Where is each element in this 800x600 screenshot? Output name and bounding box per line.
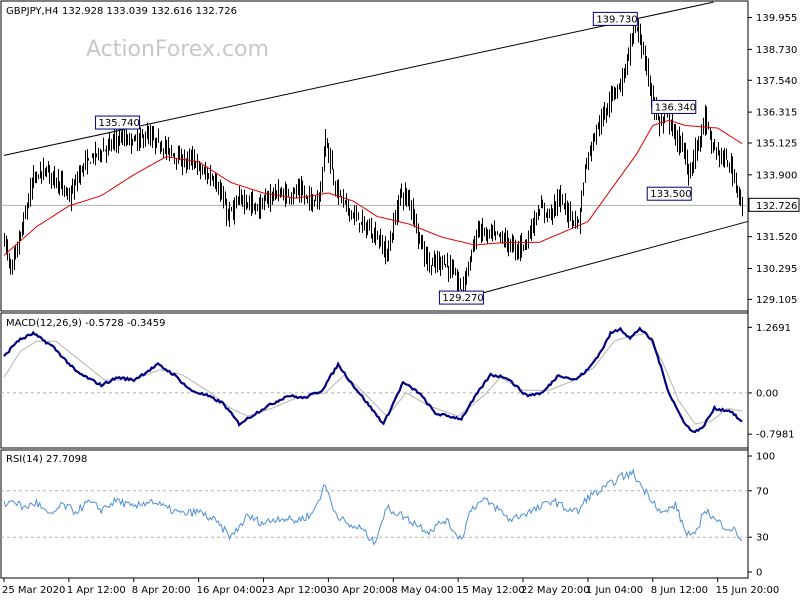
- macd-signal-line: [3, 332, 743, 425]
- time-tick-label: 15 May 12:00: [456, 585, 525, 596]
- time-tick-label: 1 Apr 12:00: [67, 585, 126, 596]
- price-callout-box: [438, 290, 484, 305]
- rsi-tick-label: 30: [756, 533, 769, 544]
- moving-average-line: [3, 119, 743, 256]
- price-tick-label: 136.315: [756, 108, 797, 119]
- macd-title: MACD(12,26,9) -0.5728 -0.3459: [6, 318, 166, 329]
- time-tick-label: 8 May 04:00: [391, 585, 453, 596]
- rsi-tick-label: 70: [756, 486, 769, 497]
- rsi-line: [3, 467, 743, 546]
- current-price-tag: [748, 197, 800, 212]
- watermark: ActionForex.com: [86, 37, 269, 62]
- time-tick-label: 15 Jun 20:00: [716, 585, 780, 596]
- price-tick-label: 131.520: [756, 232, 797, 243]
- price-callout-label: 133.500: [650, 189, 691, 200]
- price-tick-label: 129.105: [756, 295, 797, 306]
- price-callout: 136.340: [651, 99, 697, 114]
- time-tick-label: 22 May 20:00: [521, 585, 590, 596]
- price-callout-box: [651, 99, 697, 114]
- price-layer: 139.730 135.740 136.340 133.500 129.270: [1, 1, 749, 305]
- macd-tick-label: -0.7981: [756, 430, 795, 441]
- price-callout-box: [592, 11, 638, 26]
- rsi-layer: [1, 467, 748, 546]
- price-callout: 135.740: [95, 115, 141, 130]
- time-tick-label: 23 Apr 12:00: [262, 585, 327, 596]
- price-callout: 129.270: [438, 290, 484, 305]
- price-tick-label: 130.295: [756, 264, 797, 275]
- channel-lower-line: [462, 220, 749, 299]
- price-callout: 133.500: [646, 186, 692, 201]
- price-callout-label: 136.340: [655, 102, 696, 113]
- macd-tick-label: 1.2691: [756, 323, 791, 334]
- price-tick-label: 132.726: [756, 201, 797, 212]
- time-tick-label: 8 Apr 20:00: [132, 585, 191, 596]
- ohlc-readout: 132.928 133.039 132.616 132.726: [62, 6, 237, 17]
- price-callout-label: 139.730: [596, 14, 637, 25]
- price-callout-label: 129.270: [442, 293, 483, 304]
- price-callout: 139.730: [592, 11, 638, 26]
- time-tick-label: 30 Apr 20:00: [326, 585, 391, 596]
- price-tick-label: 135.125: [756, 139, 797, 150]
- time-tick-label: 25 Mar 2020: [2, 585, 65, 596]
- price-tick-label: 133.900: [756, 170, 797, 181]
- price-tick-label: 139.955: [756, 13, 797, 24]
- price-callout-box: [95, 115, 141, 130]
- time-tick-label: 1 Jun 04:00: [586, 585, 643, 596]
- time-tick-label: 16 Apr 04:00: [197, 585, 262, 596]
- ohlc-bars: [4, 19, 743, 299]
- symbol-label: GBPJPY,H4: [6, 6, 59, 17]
- macd-layer: [1, 326, 748, 434]
- macd-main-line: [3, 326, 743, 434]
- time-tick-label: 8 Jun 12:00: [651, 585, 708, 596]
- rsi-title: RSI(14) 27.7098: [6, 454, 87, 465]
- price-callout-box: [646, 186, 692, 201]
- price-tick-label: 137.540: [756, 76, 797, 87]
- rsi-tick-label: 0: [756, 568, 762, 579]
- price-callout-label: 135.740: [99, 118, 140, 129]
- axes-layer: 139.955 138.730 137.540 136.315 135.125 133.9…: [2, 13, 800, 596]
- macd-tick-label: 0.00: [756, 388, 778, 399]
- rsi-tick-label: 100: [756, 452, 775, 463]
- price-tick-label: 138.730: [756, 45, 797, 56]
